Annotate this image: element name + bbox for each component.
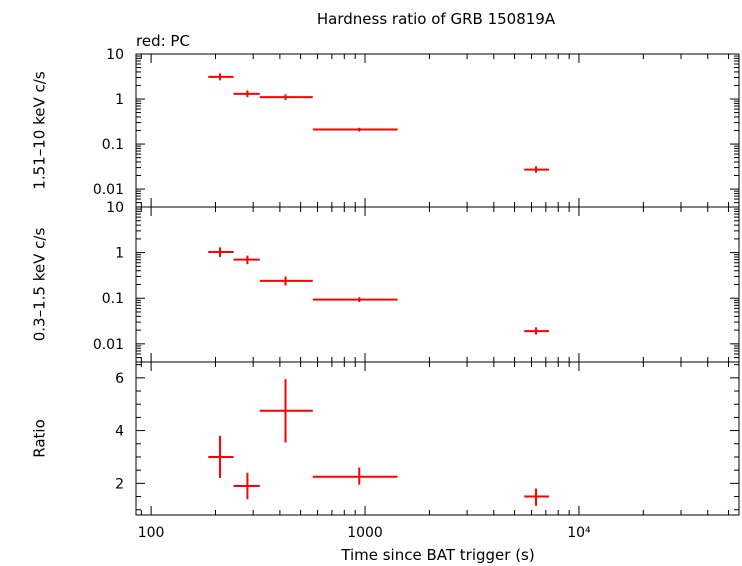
- y-tick-label: 0.1: [102, 291, 124, 307]
- panel-frame: [135, 361, 740, 516]
- panel-middle: 0.3–1.5 keV c/s 10 1 0.1 0.01: [31, 200, 740, 363]
- y-axis-label: 1.51–10 keV c/s: [31, 71, 49, 189]
- x-tick-label: 10⁴: [567, 525, 591, 541]
- panel-frame: [135, 206, 740, 363]
- data-point: [208, 73, 234, 81]
- legend-note: red: PC: [136, 32, 190, 50]
- data-point: [312, 467, 398, 485]
- data-point: [312, 127, 398, 132]
- data-point: [524, 488, 550, 506]
- data-point: [208, 247, 234, 258]
- y-tick-label: 1: [115, 246, 124, 262]
- data-point: [259, 379, 313, 443]
- x-axis-label: Time since BAT trigger (s): [340, 546, 534, 564]
- data-points: [208, 73, 550, 173]
- data-points: [208, 379, 550, 506]
- data-points: [208, 247, 550, 335]
- y-tick-label: 10: [106, 200, 124, 216]
- y-tick-label: 0.01: [93, 182, 124, 198]
- data-point: [259, 276, 313, 286]
- data-point: [259, 94, 313, 101]
- y-tick-label: 2: [115, 476, 124, 492]
- y-axis-label: 0.3–1.5 keV c/s: [31, 228, 49, 342]
- x-tick-label: 100: [138, 525, 165, 541]
- y-tick-label: 1: [115, 92, 124, 108]
- data-point: [524, 327, 550, 335]
- data-point: [233, 472, 260, 500]
- panel-top: 1.51–10 keV c/s 10 1 0.1 0.01: [31, 47, 740, 208]
- x-tick-label: 1000: [347, 525, 383, 541]
- y-tick-label: 4: [115, 424, 124, 440]
- data-point: [312, 297, 398, 302]
- panel-bottom: Ratio 2 4 6: [31, 361, 740, 516]
- chart-title: Hardness ratio of GRB 150819A: [317, 10, 556, 28]
- y-tick-label: 10: [106, 47, 124, 63]
- data-point: [233, 255, 260, 265]
- y-axis-label: Ratio: [31, 419, 49, 458]
- y-tick-label: 6: [115, 371, 124, 387]
- y-tick-label: 0.01: [93, 337, 124, 353]
- y-tick-label: 0.1: [102, 137, 124, 153]
- data-point: [208, 435, 234, 479]
- data-point: [233, 90, 260, 98]
- data-point: [524, 166, 550, 173]
